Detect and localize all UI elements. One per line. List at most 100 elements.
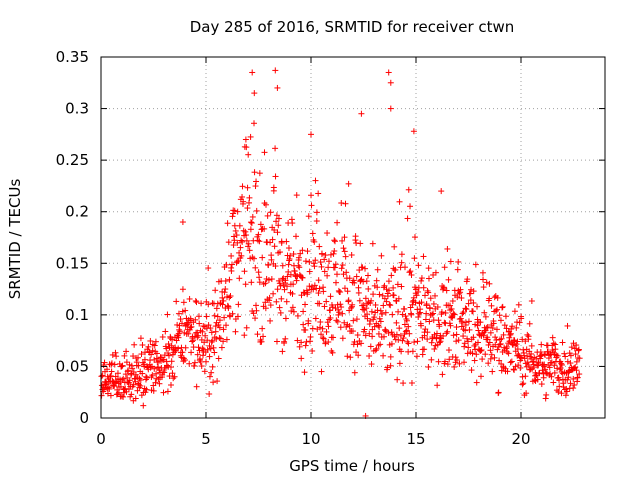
data-point bbox=[528, 342, 535, 349]
data-point bbox=[253, 178, 260, 185]
data-point bbox=[367, 317, 374, 324]
y-tick-label: 0.35 bbox=[56, 48, 89, 66]
data-point bbox=[511, 337, 518, 344]
data-point bbox=[240, 198, 247, 205]
data-point bbox=[206, 391, 213, 398]
data-point bbox=[346, 275, 353, 282]
data-point bbox=[165, 350, 172, 357]
data-point bbox=[182, 307, 189, 314]
data-point bbox=[368, 361, 375, 368]
data-point bbox=[228, 252, 235, 259]
data-point bbox=[461, 359, 468, 366]
data-point bbox=[123, 359, 130, 366]
data-point bbox=[257, 221, 264, 228]
data-point bbox=[265, 276, 272, 283]
data-point bbox=[315, 290, 322, 297]
data-point bbox=[421, 346, 428, 353]
data-point bbox=[425, 275, 432, 282]
data-point bbox=[272, 263, 279, 270]
data-point bbox=[402, 328, 409, 335]
data-point bbox=[344, 353, 351, 360]
data-point bbox=[546, 364, 553, 371]
data-point bbox=[262, 305, 269, 312]
data-point bbox=[339, 262, 346, 269]
data-point bbox=[322, 252, 329, 259]
data-point bbox=[310, 260, 317, 267]
data-point bbox=[201, 339, 208, 346]
data-point bbox=[468, 286, 475, 293]
data-point bbox=[555, 388, 562, 395]
data-point bbox=[529, 358, 536, 365]
data-point bbox=[175, 345, 182, 352]
data-point bbox=[321, 256, 328, 263]
data-point bbox=[279, 276, 286, 283]
data-point bbox=[377, 307, 384, 314]
data-point bbox=[285, 261, 292, 268]
data-point bbox=[383, 286, 390, 293]
data-point bbox=[453, 357, 460, 364]
data-point bbox=[245, 151, 252, 158]
data-point bbox=[141, 356, 148, 363]
data-point bbox=[248, 219, 255, 226]
data-point bbox=[415, 262, 422, 269]
data-point bbox=[451, 363, 458, 370]
data-point bbox=[391, 243, 398, 250]
data-point bbox=[514, 346, 521, 353]
data-point bbox=[394, 376, 401, 383]
data-point bbox=[384, 364, 391, 371]
data-point bbox=[387, 302, 394, 309]
data-point bbox=[425, 265, 432, 272]
plot-frame bbox=[100, 56, 606, 419]
data-point bbox=[418, 299, 425, 306]
data-point bbox=[206, 353, 213, 360]
data-point bbox=[248, 279, 255, 286]
data-point bbox=[402, 313, 409, 320]
data-point bbox=[242, 136, 249, 143]
data-point bbox=[499, 304, 506, 311]
data-point bbox=[428, 339, 435, 346]
data-point bbox=[331, 238, 338, 245]
data-point bbox=[245, 240, 252, 247]
data-point bbox=[290, 281, 297, 288]
data-point bbox=[341, 248, 348, 255]
data-point bbox=[312, 257, 319, 264]
data-point bbox=[449, 298, 456, 305]
data-point bbox=[373, 277, 380, 284]
data-point bbox=[424, 336, 431, 343]
data-point bbox=[104, 366, 111, 373]
data-point bbox=[204, 337, 211, 344]
data-point bbox=[209, 363, 216, 370]
y-tick-label: 0.2 bbox=[65, 203, 89, 221]
data-point bbox=[197, 358, 204, 365]
data-point bbox=[102, 379, 109, 386]
data-point bbox=[253, 307, 260, 314]
data-point bbox=[266, 297, 273, 304]
data-point bbox=[374, 266, 381, 273]
data-point bbox=[380, 352, 387, 359]
data-point bbox=[550, 340, 557, 347]
data-point bbox=[293, 192, 300, 199]
data-point bbox=[338, 200, 345, 207]
data-point bbox=[295, 254, 302, 261]
data-point bbox=[556, 377, 563, 384]
data-point bbox=[324, 230, 331, 237]
data-point bbox=[381, 282, 388, 289]
data-point bbox=[422, 316, 429, 323]
data-point bbox=[453, 331, 460, 338]
data-point bbox=[196, 347, 203, 354]
data-point bbox=[194, 351, 201, 358]
data-point bbox=[114, 370, 121, 377]
data-point bbox=[551, 369, 558, 376]
data-point bbox=[219, 294, 226, 301]
data-point bbox=[171, 373, 178, 380]
data-point bbox=[231, 237, 238, 244]
data-point bbox=[351, 369, 358, 376]
data-point bbox=[507, 331, 514, 338]
data-point bbox=[243, 232, 250, 239]
data-point bbox=[167, 381, 174, 388]
data-point bbox=[489, 368, 496, 375]
data-point bbox=[245, 199, 252, 206]
points-layer bbox=[98, 67, 583, 419]
data-point bbox=[511, 308, 518, 315]
data-point bbox=[572, 364, 579, 371]
